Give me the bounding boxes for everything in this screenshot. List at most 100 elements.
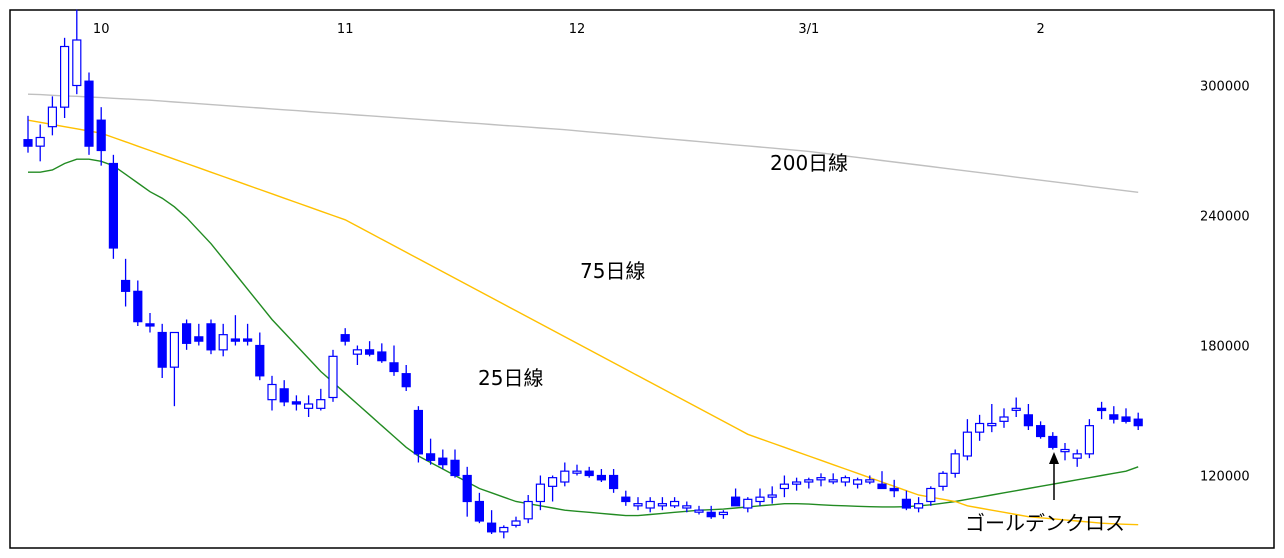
candle-body-up <box>1060 448 1070 453</box>
candle <box>304 395 314 417</box>
candle <box>560 462 570 487</box>
candle-body-down <box>279 388 289 403</box>
candle-body-up <box>657 503 668 507</box>
candle-body-up <box>1084 425 1095 455</box>
candle <box>157 323 167 378</box>
candle <box>133 280 143 326</box>
candle <box>828 473 838 485</box>
candle <box>962 419 973 461</box>
candle <box>730 488 741 507</box>
ma25-label: 25日線 <box>478 366 543 390</box>
candle-body-down <box>206 323 216 351</box>
candle-body-down <box>145 323 155 327</box>
x-tick-label: 3/1 <box>798 22 819 37</box>
candle-body-up <box>865 479 875 483</box>
y-tick-label: 240000 <box>1200 210 1250 225</box>
candle-body-up <box>35 136 45 147</box>
candle <box>413 406 423 463</box>
candle-body-down <box>584 470 594 477</box>
candle-body-down <box>133 290 143 323</box>
candle-body-down <box>389 362 399 373</box>
candle <box>59 37 70 118</box>
candle <box>572 464 582 476</box>
candle <box>816 473 826 487</box>
candle-body-down <box>84 80 94 147</box>
candle <box>243 323 253 346</box>
candle <box>1011 397 1021 417</box>
candle <box>47 96 58 136</box>
candle <box>1035 421 1046 439</box>
candle <box>657 497 668 511</box>
candle <box>913 497 924 513</box>
candle-body-down <box>255 344 265 377</box>
candle-body-down <box>230 338 240 342</box>
candle-body-up <box>304 403 314 409</box>
candle-body-up <box>791 481 802 485</box>
candle <box>608 469 619 493</box>
golden-cross-label: ゴールデンクロス <box>965 511 1125 535</box>
moving-average-lines <box>27 93 1139 526</box>
candle-body-down <box>182 323 192 344</box>
candle <box>194 323 204 346</box>
candle <box>1109 406 1119 424</box>
candle <box>84 72 94 155</box>
x-tick-label: 2 <box>1036 22 1044 37</box>
candle-body-down <box>108 162 119 249</box>
candle <box>645 497 655 513</box>
candle-body-down <box>462 474 472 503</box>
candle-body-down <box>413 409 423 455</box>
candle-body-up <box>72 39 82 87</box>
candle-body-down <box>1109 414 1119 420</box>
candle <box>365 341 375 357</box>
candle <box>120 258 131 307</box>
candle-body-up <box>840 477 851 483</box>
candle-body-up <box>828 479 838 483</box>
candle <box>743 497 753 513</box>
candle-body-down <box>426 453 436 461</box>
candle-body-up <box>169 331 179 368</box>
candle-body-up <box>718 511 729 516</box>
candle <box>438 449 448 469</box>
candle-body-up <box>1011 407 1021 411</box>
candle <box>401 365 411 391</box>
candle <box>901 490 912 511</box>
candle-body-up <box>755 496 765 503</box>
y-tick-label: 180000 <box>1200 340 1250 355</box>
candle <box>499 525 509 539</box>
candle-body-up <box>328 355 338 399</box>
candles <box>23 9 1143 539</box>
candle-body-down <box>730 496 741 507</box>
candle <box>1133 412 1143 430</box>
candle <box>682 501 692 513</box>
candle-body-up <box>511 520 521 526</box>
candle-body-up <box>682 505 692 509</box>
candle-body-up <box>316 399 326 409</box>
candle <box>767 486 777 504</box>
candle <box>316 388 326 411</box>
candle-body-up <box>816 477 826 481</box>
candle-body-down <box>1035 425 1046 438</box>
candle-body-down <box>1048 435 1058 448</box>
candle <box>1060 443 1070 461</box>
candle-body-down <box>23 139 33 147</box>
candle-body-down <box>889 487 899 492</box>
candle-body-up <box>999 416 1009 422</box>
plot-frame <box>9 9 1275 549</box>
candle <box>938 471 948 491</box>
candle <box>23 115 33 153</box>
candle-body-up <box>987 422 997 427</box>
candle-body-up <box>352 349 362 355</box>
candle <box>474 492 484 524</box>
candle-body-up <box>572 470 582 474</box>
candle-body-down <box>340 334 350 342</box>
ma200-line <box>27 93 1139 193</box>
candle-body-up <box>694 509 704 513</box>
candle <box>389 345 399 376</box>
candle <box>547 475 558 502</box>
candle-body-up <box>926 487 936 503</box>
candle-body-down <box>877 483 887 490</box>
golden-cross-arrow-head <box>1049 452 1059 464</box>
candle <box>72 9 82 95</box>
candle <box>96 107 106 166</box>
